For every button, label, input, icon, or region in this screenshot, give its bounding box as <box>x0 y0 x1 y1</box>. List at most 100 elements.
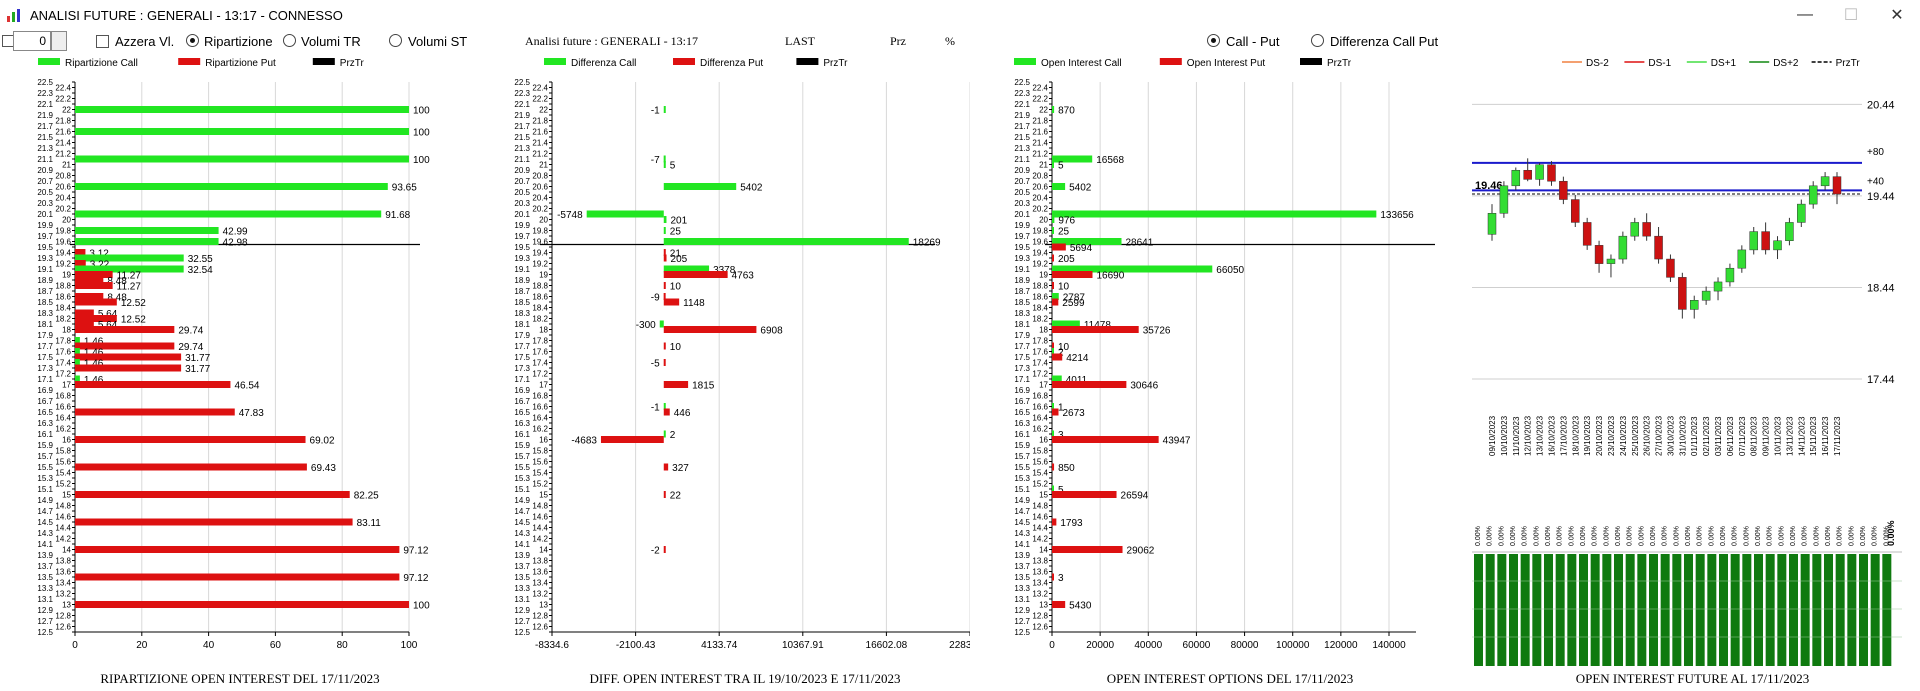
maximize-button[interactable]: ☐ <box>1843 7 1859 24</box>
call-put-radio[interactable] <box>1207 34 1220 47</box>
rip-ytick-label: 18.5 <box>37 298 53 307</box>
diff-ytick-label: 19.5 <box>514 243 530 252</box>
volumi-tr-radio[interactable] <box>283 34 296 47</box>
rip-ytick-label: 22 <box>62 106 71 115</box>
diff-bar-label: 10 <box>670 282 682 293</box>
rip-ytick-label: 19 <box>62 271 71 280</box>
close-button[interactable]: ✕ <box>1890 7 1904 24</box>
diff-ytick-label: 13 <box>539 601 548 610</box>
rip-ytick-label: 15.8 <box>55 447 71 456</box>
oi-xtick-label-5: 100000 <box>1276 640 1310 651</box>
diff-ytick-label: 21.8 <box>532 117 548 126</box>
diff-xtick-label-2: 4133.74 <box>701 640 738 651</box>
minimize-button[interactable]: — <box>1797 6 1813 23</box>
diff-ytick-label: 12.7 <box>514 617 530 626</box>
oi-bar-label: 26594 <box>1121 491 1149 502</box>
rip-bar <box>75 106 409 113</box>
rip-bar-label: 69.02 <box>310 436 335 447</box>
oi-ytick-label: 19.1 <box>1014 265 1030 274</box>
diff-ytick-label: 21.9 <box>514 111 530 120</box>
oi-ytick-label: 16.1 <box>1014 430 1030 439</box>
diff-call-put-radio[interactable] <box>1311 34 1324 47</box>
spin-buttons[interactable] <box>51 31 67 51</box>
oi-bar <box>1052 436 1159 443</box>
oi-ytick-label: 22.3 <box>1014 89 1030 98</box>
azzera-checkbox[interactable] <box>96 35 109 48</box>
rip-bar <box>75 271 113 278</box>
oi-ytick-label: 21.7 <box>1014 122 1030 131</box>
diff-ytick-label: 16.8 <box>532 392 548 401</box>
diff-ytick-label: 14.4 <box>532 524 548 533</box>
rip-ytick-label: 12.5 <box>37 628 53 637</box>
ripartizione-radio[interactable] <box>186 34 199 47</box>
rip-bar <box>75 293 104 300</box>
rip-bar-label: 32.54 <box>188 265 213 276</box>
rip-ytick-label: 17.3 <box>37 364 53 373</box>
oi-ytick-label: 18 <box>1039 326 1048 335</box>
rip-bar <box>75 128 409 135</box>
diff-ytick-label: 19.8 <box>532 227 548 236</box>
diff-ytick-label: 13.2 <box>532 590 548 599</box>
volumi-st-radio[interactable] <box>389 34 402 47</box>
future-candle-body <box>1678 277 1687 310</box>
oi-ytick-label: 14.9 <box>1014 496 1030 505</box>
rip-bar-label: 31.77 <box>185 353 210 364</box>
future-oi-label: 0.00% <box>1522 526 1529 546</box>
future-date-label: 09/10/2023 <box>1488 415 1497 456</box>
diff-ytick-label: 22.3 <box>514 89 530 98</box>
future-date-label: 07/11/2023 <box>1738 416 1747 456</box>
future-candle-body <box>1808 185 1818 205</box>
diff-xtick-label-4: 16602.08 <box>866 640 908 651</box>
rip-ytick-label: 15.2 <box>55 480 71 489</box>
ripartizione-caption: RIPARTIZIONE OPEN INTEREST DEL 17/11/202… <box>100 671 380 686</box>
future-oi-bar <box>1579 554 1588 666</box>
rip-bar-label: 82.25 <box>354 491 379 502</box>
oi-bar-label: 2673 <box>1062 408 1085 419</box>
spin-input[interactable]: 0 <box>13 31 51 51</box>
future-oi-label: 0.00% <box>1498 526 1505 546</box>
diff-ytick-label: 15.1 <box>514 485 530 494</box>
oi-bar <box>1052 298 1059 306</box>
future-oi-bar <box>1520 554 1530 666</box>
diff-bar-label: 5402 <box>740 183 763 194</box>
diff-bar <box>663 381 689 388</box>
future-oi-bar <box>1707 554 1717 666</box>
future-oi-bar <box>1730 554 1740 666</box>
oi-bar-label: 5694 <box>1070 243 1093 254</box>
rip-ytick-label: 22.5 <box>37 78 53 87</box>
rip-bar <box>75 309 94 317</box>
future-oi-bar <box>1695 554 1705 666</box>
diff-bar-label: -5 <box>651 359 660 370</box>
future-oi-label: 0.00% <box>1732 526 1739 546</box>
oi-bar <box>1052 265 1213 273</box>
rip-bar <box>75 298 117 306</box>
rip-ytick-label: 18.1 <box>37 320 53 329</box>
future-oi-label: 0.00% <box>1825 526 1832 546</box>
rip-ytick-label: 14.5 <box>37 518 53 527</box>
rip-bar <box>75 282 113 289</box>
future-oi-bar <box>1497 554 1507 666</box>
oi-legend-swatch-0 <box>1014 58 1036 65</box>
future-oi-total-label: 0.00% <box>1886 520 1896 546</box>
oi-xtick-label-7: 140000 <box>1372 640 1406 651</box>
rip-xtick-label-1: 20 <box>136 640 148 651</box>
diff-ytick-label: 18 <box>539 326 548 335</box>
oi-bar-label: 10 <box>1058 342 1070 353</box>
diff-legend-label-0: Differenza Call <box>571 58 636 69</box>
rip-legend-swatch-1 <box>178 58 201 65</box>
rip-bar <box>75 326 175 333</box>
oi-ytick-label: 14 <box>1039 546 1048 555</box>
future-candle-body <box>1642 222 1651 237</box>
rip-ytick-label: 20.7 <box>37 177 53 186</box>
oi-ytick-label: 18.4 <box>1032 304 1048 313</box>
oi-ytick-label: 20.8 <box>1032 172 1048 181</box>
rip-ytick-label: 15.3 <box>37 474 53 483</box>
future-date-label: 03/11/2023 <box>1714 416 1723 456</box>
rip-ytick-label: 15.7 <box>37 452 53 461</box>
azzera-label: Azzera Vl. <box>115 34 175 49</box>
oi-bar <box>1052 183 1066 190</box>
future-oi-bar <box>1532 554 1542 666</box>
diff-ytick-label: 20.8 <box>532 172 548 181</box>
oi-bar-label: 850 <box>1058 463 1075 474</box>
future-oi-label: 0.00% <box>1627 526 1634 546</box>
